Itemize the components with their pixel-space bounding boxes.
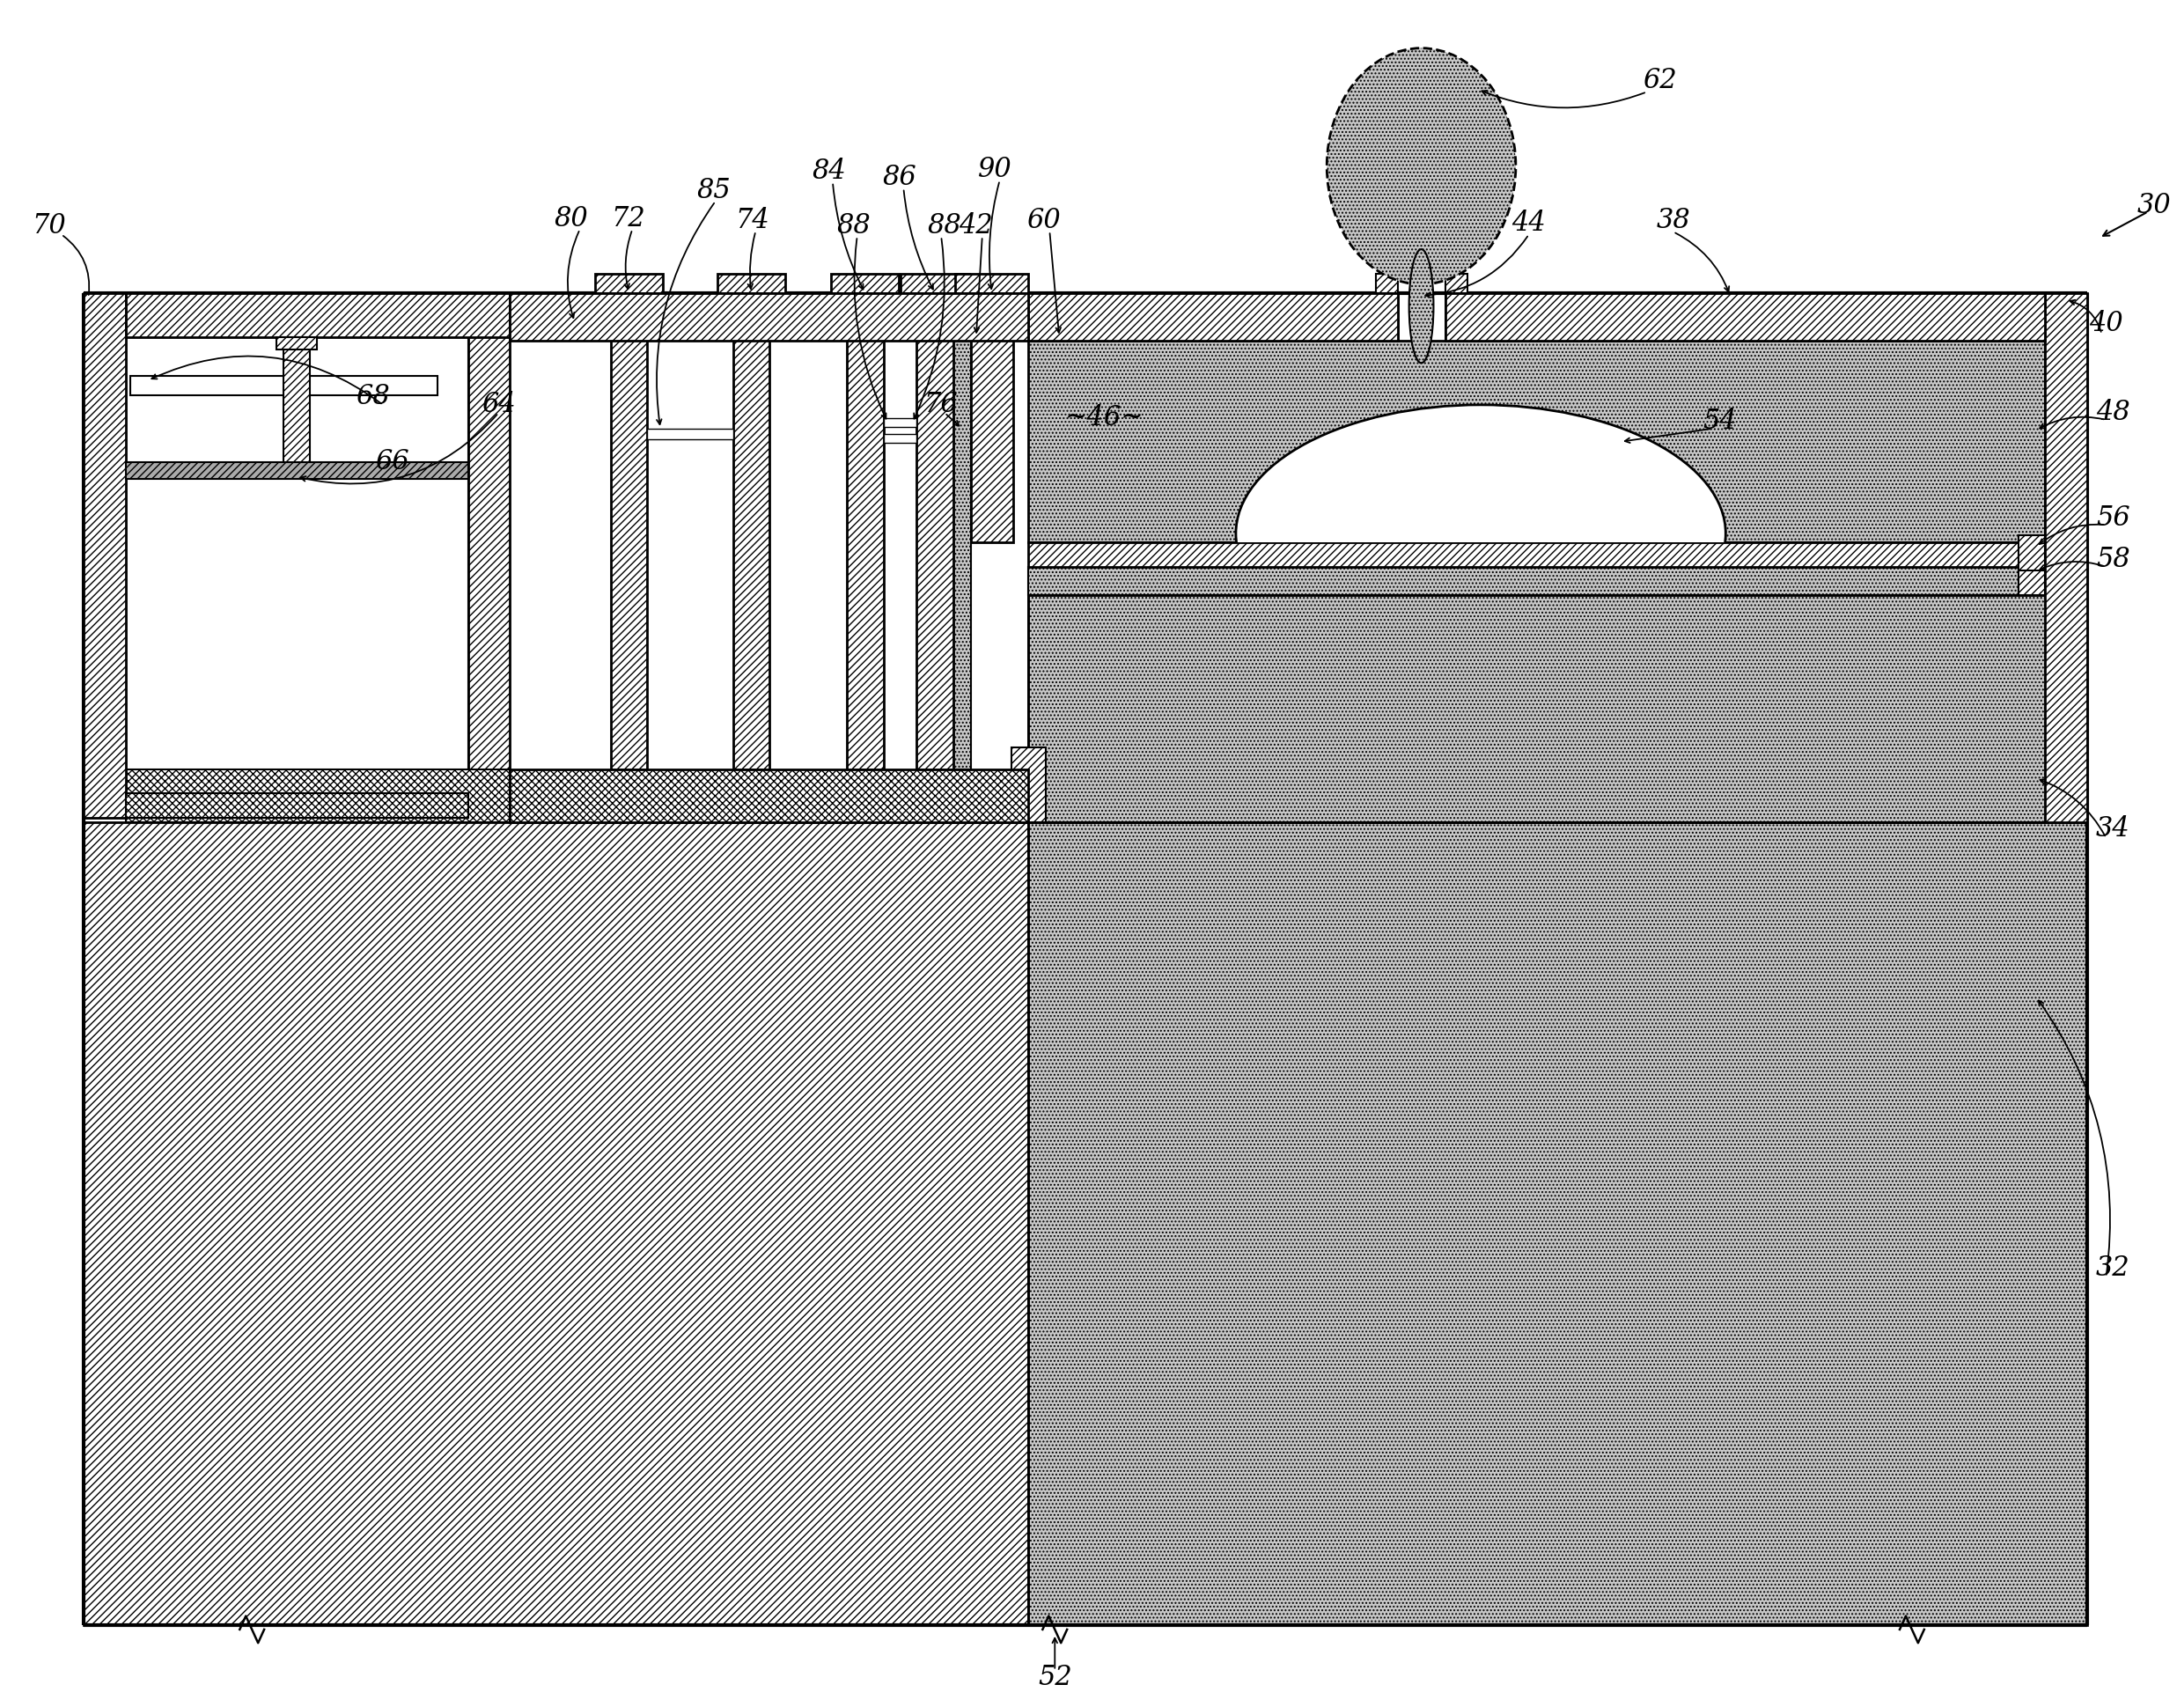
Bar [127, 770, 509, 822]
Bar [1446, 274, 1468, 293]
Bar [2018, 567, 2044, 596]
Text: 32: 32 [2097, 1254, 2129, 1283]
Bar [83, 822, 1029, 1624]
Bar [127, 794, 467, 817]
Bar [917, 293, 954, 770]
Text: 62: 62 [1642, 66, 1677, 95]
Bar [1446, 293, 2044, 342]
Text: 30: 30 [2138, 191, 2171, 220]
Text: 86: 86 [882, 164, 917, 191]
Bar [127, 337, 467, 817]
Ellipse shape [1328, 47, 1516, 284]
Text: 38: 38 [1655, 206, 1690, 233]
Text: 40: 40 [2090, 310, 2123, 337]
Text: 85: 85 [697, 178, 732, 205]
Bar [594, 274, 664, 293]
Bar [1376, 274, 1398, 293]
Bar [972, 293, 1013, 541]
Bar [2044, 293, 2088, 822]
Text: 88: 88 [836, 212, 871, 239]
Bar [1029, 342, 2044, 541]
Text: 54: 54 [1704, 408, 1736, 435]
Text: 64: 64 [480, 391, 515, 418]
Bar [83, 293, 127, 817]
Bar [882, 433, 917, 443]
Text: 88: 88 [928, 212, 961, 239]
Bar [703, 293, 719, 318]
Bar [1029, 822, 2088, 1624]
Bar [612, 293, 646, 770]
Text: 68: 68 [356, 382, 389, 409]
Bar [467, 293, 509, 817]
Text: 70: 70 [33, 212, 66, 239]
Bar [1029, 342, 2044, 541]
Bar [734, 293, 769, 770]
Bar [900, 274, 970, 293]
Text: 80: 80 [555, 205, 587, 232]
Bar [509, 293, 1029, 342]
Bar [954, 293, 972, 770]
Bar [568, 293, 585, 318]
Bar [277, 337, 317, 350]
Bar [1029, 541, 2044, 567]
Bar [727, 293, 743, 318]
Bar [284, 337, 310, 464]
Text: 34: 34 [2097, 816, 2129, 843]
Text: 56: 56 [2097, 504, 2129, 531]
Bar [1011, 748, 1046, 822]
Text: 44: 44 [1511, 210, 1546, 237]
Text: 76: 76 [924, 391, 959, 418]
Text: 72: 72 [612, 205, 644, 232]
Bar [716, 274, 786, 293]
Bar [127, 462, 467, 479]
Bar [509, 770, 1029, 822]
Bar [127, 293, 509, 337]
Bar [127, 464, 467, 817]
Bar [847, 293, 882, 770]
Text: 58: 58 [2097, 547, 2129, 574]
Text: 74: 74 [736, 206, 769, 233]
Bar [882, 418, 917, 426]
Bar [594, 293, 609, 318]
Text: 66: 66 [376, 448, 408, 475]
Text: ~46~: ~46~ [1066, 404, 1144, 431]
Text: 48: 48 [2097, 399, 2129, 426]
Bar [954, 274, 1029, 293]
Bar [646, 428, 734, 438]
Bar [1029, 596, 2088, 822]
Bar [131, 376, 437, 396]
Text: 52: 52 [1037, 1663, 1072, 1692]
Bar [2018, 535, 2044, 570]
Bar [1029, 567, 2044, 596]
Text: 84: 84 [812, 157, 845, 184]
Text: 90: 90 [978, 156, 1013, 183]
Text: 60: 60 [1026, 206, 1061, 233]
Bar [618, 293, 633, 318]
Bar [1029, 293, 1398, 342]
Ellipse shape [1236, 404, 1725, 662]
Bar [670, 318, 753, 340]
Bar [830, 274, 900, 293]
Bar [677, 293, 695, 318]
Bar [561, 318, 657, 340]
Ellipse shape [1409, 249, 1433, 364]
Text: 42: 42 [959, 212, 994, 239]
